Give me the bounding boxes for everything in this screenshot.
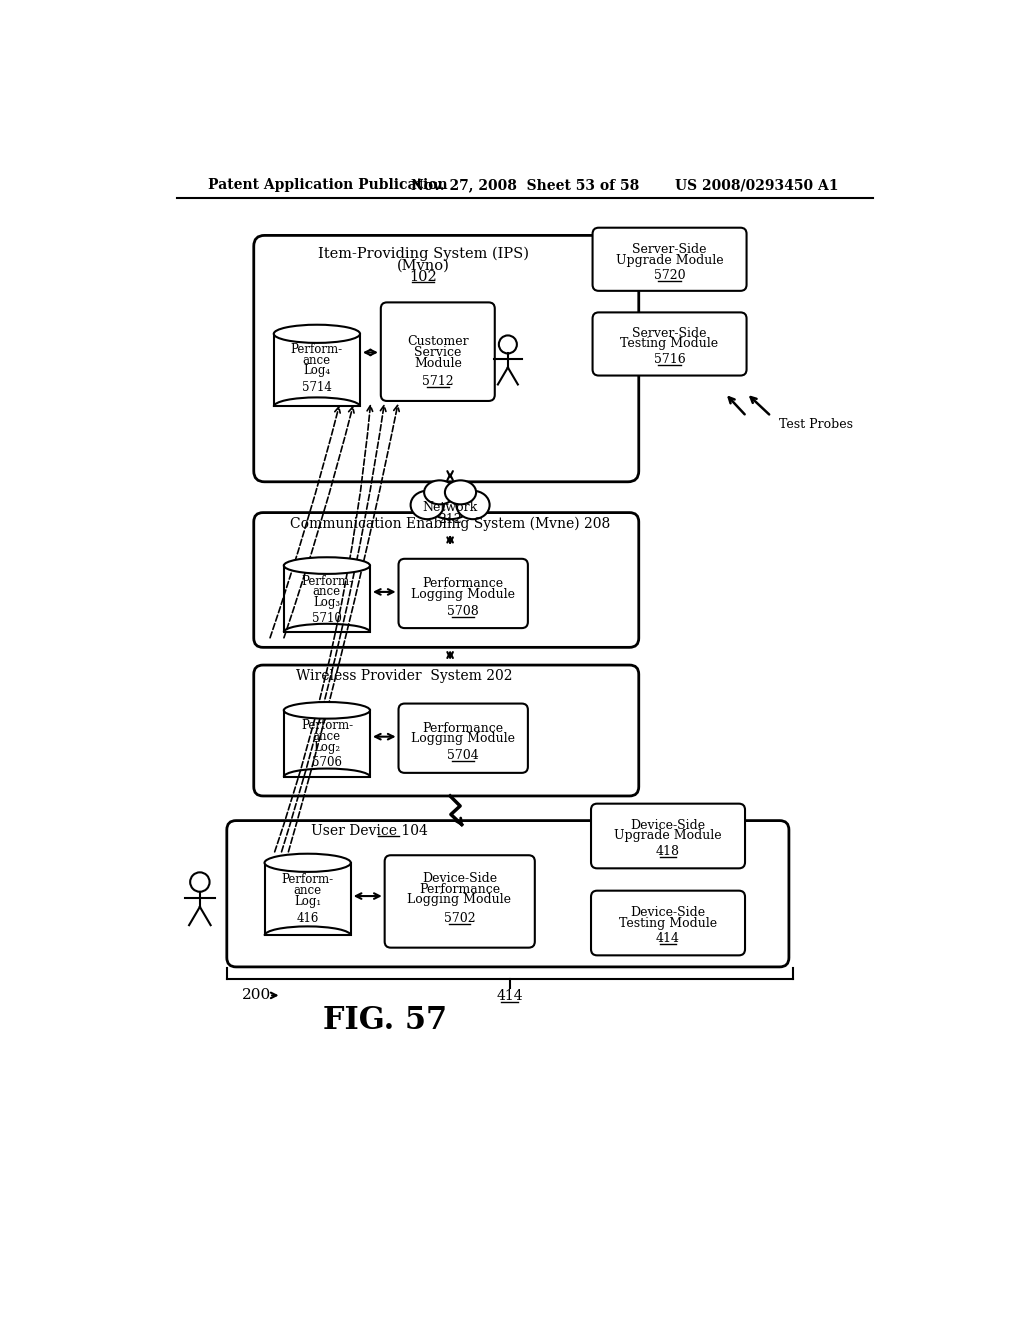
Bar bbox=[273, 334, 360, 407]
Text: 5708: 5708 bbox=[447, 605, 479, 618]
FancyBboxPatch shape bbox=[593, 227, 746, 290]
Text: Perform-: Perform- bbox=[291, 343, 343, 356]
Text: ance: ance bbox=[303, 354, 331, 367]
Text: FIG. 57: FIG. 57 bbox=[323, 1006, 446, 1036]
Text: (Mvno): (Mvno) bbox=[396, 259, 450, 272]
Text: Patent Application Publication: Patent Application Publication bbox=[208, 178, 447, 193]
FancyBboxPatch shape bbox=[385, 855, 535, 948]
Text: ance: ance bbox=[294, 884, 322, 898]
Text: Upgrade Module: Upgrade Module bbox=[614, 829, 722, 842]
Text: Network: Network bbox=[423, 502, 478, 515]
Bar bbox=[264, 863, 351, 936]
Ellipse shape bbox=[424, 480, 456, 504]
Text: Server-Side: Server-Side bbox=[632, 326, 707, 339]
Text: Logging Module: Logging Module bbox=[408, 894, 511, 907]
Text: Nov. 27, 2008  Sheet 53 of 58: Nov. 27, 2008 Sheet 53 of 58 bbox=[411, 178, 639, 193]
Ellipse shape bbox=[411, 491, 443, 519]
Text: Device-Side: Device-Side bbox=[422, 871, 497, 884]
Text: ance: ance bbox=[313, 585, 341, 598]
Ellipse shape bbox=[273, 325, 360, 343]
Ellipse shape bbox=[264, 854, 351, 873]
Text: Upgrade Module: Upgrade Module bbox=[615, 253, 723, 267]
Text: Service: Service bbox=[414, 346, 462, 359]
Text: 5704: 5704 bbox=[447, 750, 479, 763]
Text: 418: 418 bbox=[656, 845, 680, 858]
FancyBboxPatch shape bbox=[254, 235, 639, 482]
Text: Log₃: Log₃ bbox=[313, 597, 340, 610]
Bar bbox=[284, 565, 370, 632]
Text: US 2008/0293450 A1: US 2008/0293450 A1 bbox=[676, 178, 839, 193]
Text: Log₁: Log₁ bbox=[294, 895, 322, 908]
Text: Module: Module bbox=[414, 356, 462, 370]
Ellipse shape bbox=[284, 702, 370, 718]
Text: Perform-: Perform- bbox=[282, 874, 334, 887]
FancyBboxPatch shape bbox=[226, 821, 788, 966]
Text: Customer: Customer bbox=[407, 335, 469, 348]
Text: Testing Module: Testing Module bbox=[621, 338, 719, 351]
Text: Communication Enabling System (Mvne) 208: Communication Enabling System (Mvne) 208 bbox=[290, 517, 610, 532]
Text: Device-Side: Device-Side bbox=[631, 906, 706, 919]
Text: 414: 414 bbox=[497, 989, 523, 1003]
Text: 102: 102 bbox=[410, 271, 437, 284]
FancyBboxPatch shape bbox=[254, 665, 639, 796]
Text: 5712: 5712 bbox=[422, 375, 454, 388]
Text: 5706: 5706 bbox=[312, 756, 342, 770]
Text: Logging Module: Logging Module bbox=[412, 733, 515, 746]
Text: Perform-: Perform- bbox=[301, 574, 353, 587]
FancyBboxPatch shape bbox=[591, 891, 745, 956]
FancyBboxPatch shape bbox=[591, 804, 745, 869]
Text: Item-Providing System (IPS): Item-Providing System (IPS) bbox=[317, 247, 528, 261]
Text: Log₂: Log₂ bbox=[313, 741, 340, 754]
Text: Server-Side: Server-Side bbox=[632, 243, 707, 256]
Text: 5720: 5720 bbox=[653, 269, 685, 282]
Text: Logging Module: Logging Module bbox=[412, 587, 515, 601]
Text: 212: 212 bbox=[438, 513, 462, 527]
Ellipse shape bbox=[444, 480, 476, 504]
FancyBboxPatch shape bbox=[381, 302, 495, 401]
Text: 414: 414 bbox=[656, 932, 680, 945]
Text: Performance: Performance bbox=[423, 722, 504, 735]
Text: Test Probes: Test Probes bbox=[779, 417, 853, 430]
Text: Performance: Performance bbox=[419, 883, 500, 896]
FancyBboxPatch shape bbox=[254, 512, 639, 647]
Text: Device-Side: Device-Side bbox=[631, 818, 706, 832]
Text: Wireless Provider  System 202: Wireless Provider System 202 bbox=[296, 669, 512, 682]
Text: User Device 104: User Device 104 bbox=[311, 824, 428, 838]
Text: 416: 416 bbox=[297, 912, 318, 925]
Ellipse shape bbox=[457, 491, 489, 519]
Text: 5702: 5702 bbox=[443, 912, 475, 925]
Text: Perform-: Perform- bbox=[301, 719, 353, 733]
Ellipse shape bbox=[427, 484, 473, 519]
Text: ance: ance bbox=[313, 730, 341, 743]
FancyBboxPatch shape bbox=[398, 558, 528, 628]
Text: Log₄: Log₄ bbox=[303, 364, 331, 378]
Text: Performance: Performance bbox=[423, 577, 504, 590]
FancyBboxPatch shape bbox=[593, 313, 746, 376]
FancyBboxPatch shape bbox=[398, 704, 528, 774]
Text: 5710: 5710 bbox=[312, 611, 342, 624]
Text: 5716: 5716 bbox=[653, 352, 685, 366]
Text: Testing Module: Testing Module bbox=[618, 916, 717, 929]
Text: 5714: 5714 bbox=[302, 381, 332, 395]
Ellipse shape bbox=[284, 557, 370, 574]
Bar bbox=[284, 710, 370, 777]
Text: 200: 200 bbox=[242, 989, 270, 1002]
